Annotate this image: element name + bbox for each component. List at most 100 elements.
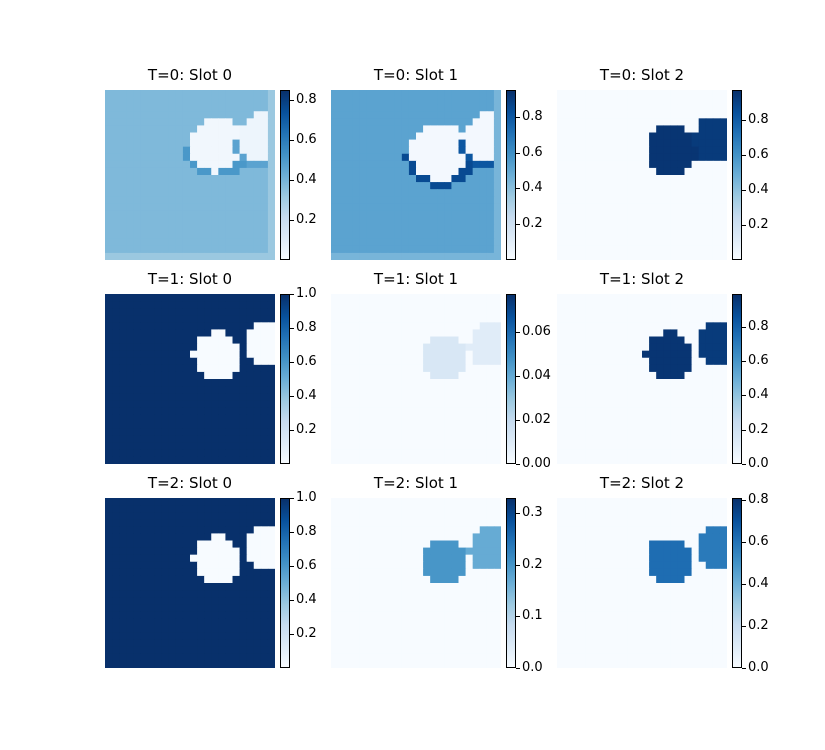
heatmap-cell: [480, 414, 488, 422]
heatmap: [105, 294, 275, 464]
heatmap-cell: [345, 344, 353, 352]
heatmap-cell: [459, 225, 467, 233]
heatmap-cell: [204, 400, 212, 408]
heatmap-cell: [699, 147, 707, 155]
heatmap-cell: [473, 337, 481, 345]
heatmap-cell: [218, 626, 226, 634]
heatmap-cell: [642, 541, 650, 549]
heatmap-cell: [466, 443, 474, 451]
heatmap-cell: [409, 210, 417, 218]
heatmap-cell: [487, 393, 495, 401]
colorbar-tick-label: 0.2: [296, 212, 317, 227]
heatmap-cell: [600, 253, 608, 260]
heatmap-cell: [444, 344, 452, 352]
heatmap-cell: [218, 562, 226, 570]
heatmap-cell: [211, 604, 219, 612]
heatmap-cell: [677, 407, 685, 415]
heatmap-cell: [585, 386, 593, 394]
heatmap-cell: [190, 365, 198, 373]
heatmap-cell: [211, 329, 219, 337]
heatmap-cell: [487, 498, 495, 506]
heatmap-cell: [169, 239, 177, 247]
heatmap-cell: [423, 626, 431, 634]
heatmap-cell: [261, 232, 269, 240]
heatmap-cell: [409, 196, 417, 204]
heatmap-cell: [685, 505, 693, 513]
heatmap-cell: [557, 505, 565, 513]
heatmap-cell: [190, 175, 198, 183]
heatmap-cell: [352, 161, 360, 169]
heatmap-cell: [649, 125, 657, 133]
heatmap-cell: [395, 308, 403, 316]
heatmap-cell: [614, 429, 622, 437]
heatmap-cell: [692, 203, 700, 211]
heatmap-cell: [359, 604, 367, 612]
heatmap-cell: [240, 315, 248, 323]
heatmap-cell: [345, 225, 353, 233]
heatmap-cell: [409, 414, 417, 422]
heatmap-cell: [119, 196, 127, 204]
heatmap-cell: [169, 640, 177, 648]
heatmap-cell: [395, 161, 403, 169]
heatmap-cell: [388, 512, 396, 520]
heatmap-cell: [233, 661, 241, 668]
heatmap-cell: [628, 246, 636, 254]
heatmap-cell: [451, 203, 459, 211]
heatmap-cell: [451, 182, 459, 190]
heatmap-cell: [614, 505, 622, 513]
heatmap-cell: [473, 133, 481, 141]
heatmap-cell: [642, 386, 650, 394]
heatmap-cell: [381, 118, 389, 126]
heatmap-cell: [261, 182, 269, 190]
heatmap-cell: [592, 147, 600, 155]
heatmap-cell: [366, 519, 374, 527]
heatmap-cell: [345, 533, 353, 541]
heatmap-cell: [564, 379, 572, 387]
heatmap-cell: [713, 322, 721, 330]
heatmap-cell: [692, 118, 700, 126]
heatmap-cell: [459, 597, 467, 605]
heatmap-cell: [345, 365, 353, 373]
heatmap-cell: [592, 422, 600, 430]
heatmap-cell: [416, 301, 424, 309]
heatmap-cell: [119, 125, 127, 133]
heatmap-cell: [578, 576, 586, 584]
heatmap-cell: [585, 232, 593, 240]
colorbar-tick-mark: [290, 532, 294, 533]
heatmap-cell: [578, 210, 586, 218]
heatmap-cell: [706, 301, 714, 309]
heatmap-cell: [190, 232, 198, 240]
heatmap-cell: [388, 379, 396, 387]
heatmap-cell: [663, 358, 671, 366]
heatmap-cell: [494, 125, 501, 133]
heatmap-cell: [423, 246, 431, 254]
heatmap-cell: [345, 125, 353, 133]
heatmap-cell: [183, 301, 191, 309]
heatmap-cell: [600, 232, 608, 240]
heatmap-cell: [218, 526, 226, 534]
heatmap-cell: [119, 232, 127, 240]
heatmap-cell: [621, 161, 629, 169]
heatmap-cell: [692, 414, 700, 422]
heatmap-cell: [692, 344, 700, 352]
heatmap-cell: [459, 505, 467, 513]
heatmap-cell: [706, 253, 714, 260]
heatmap-cell: [155, 322, 163, 330]
heatmap-cell: [685, 218, 693, 226]
heatmap-cell: [148, 125, 156, 133]
heatmap-cell: [162, 393, 170, 401]
heatmap-cell: [218, 154, 226, 162]
heatmap-cell: [720, 519, 727, 527]
heatmap-cell: [148, 189, 156, 197]
heatmap-cell: [254, 393, 262, 401]
heatmap-cell: [607, 505, 615, 513]
heatmap-cell: [352, 647, 360, 655]
heatmap-cell: [197, 253, 205, 260]
heatmap-cell: [211, 526, 219, 534]
heatmap-cell: [571, 210, 579, 218]
heatmap-cell: [466, 562, 474, 570]
heatmap-cell: [190, 133, 198, 141]
heatmap-cell: [112, 104, 120, 112]
heatmap-cell: [578, 519, 586, 527]
heatmap-cell: [225, 429, 233, 437]
